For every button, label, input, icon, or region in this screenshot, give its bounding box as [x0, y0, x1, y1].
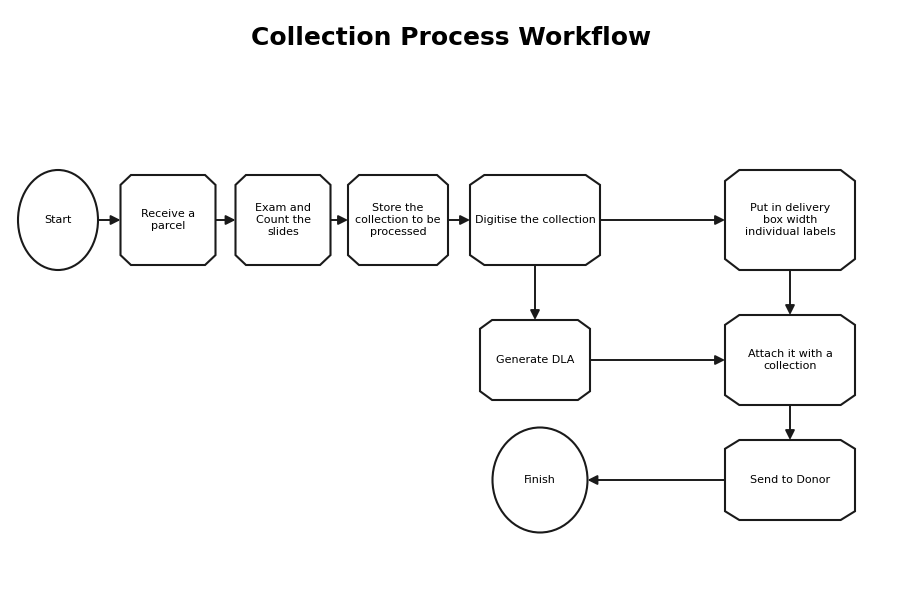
Text: Store the
collection to be
processed: Store the collection to be processed	[355, 204, 441, 237]
Text: Generate DLA: Generate DLA	[496, 355, 575, 365]
Text: Start: Start	[44, 215, 71, 225]
Text: Exam and
Count the
slides: Exam and Count the slides	[255, 204, 311, 237]
Text: Finish: Finish	[524, 475, 556, 485]
Polygon shape	[480, 320, 590, 400]
Text: Receive a
parcel: Receive a parcel	[141, 209, 195, 231]
Polygon shape	[725, 170, 855, 270]
Polygon shape	[348, 175, 448, 265]
Polygon shape	[725, 315, 855, 405]
Polygon shape	[470, 175, 600, 265]
Text: Send to Donor: Send to Donor	[750, 475, 830, 485]
Polygon shape	[235, 175, 330, 265]
Polygon shape	[725, 440, 855, 520]
Ellipse shape	[492, 428, 587, 533]
Ellipse shape	[18, 170, 98, 270]
Text: Collection Process Workflow: Collection Process Workflow	[251, 26, 651, 50]
Text: Attach it with a
collection: Attach it with a collection	[748, 349, 833, 371]
Polygon shape	[121, 175, 216, 265]
Text: Put in delivery
box width
individual labels: Put in delivery box width individual lab…	[745, 204, 835, 237]
Text: Digitise the collection: Digitise the collection	[474, 215, 595, 225]
